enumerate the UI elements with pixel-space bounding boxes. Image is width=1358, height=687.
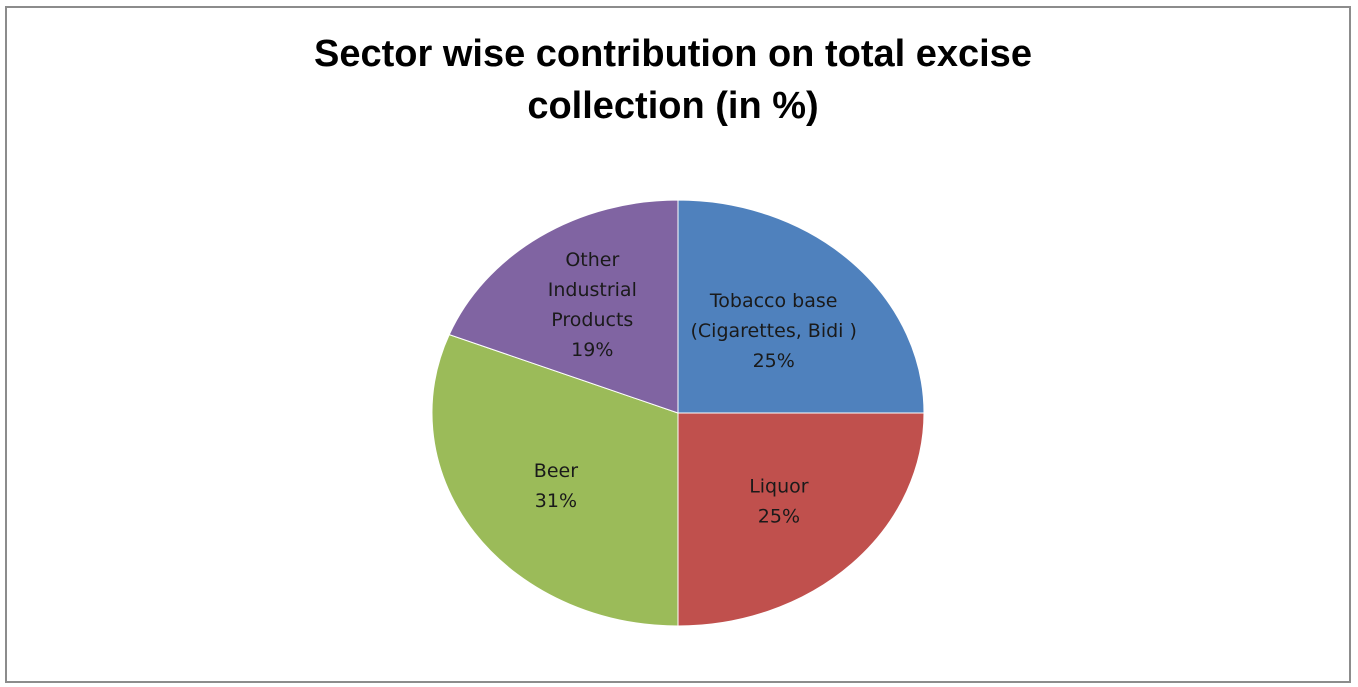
chart-title: Sector wise contribution on total excise… [0, 28, 1346, 132]
pie-slice-label-line: Liquor [749, 475, 809, 497]
pie-slice-label-1: Liquor 25% [749, 475, 809, 527]
pie-slice-label-line: Other [565, 249, 619, 271]
pie-slice-label-line: Tobacco base [709, 290, 838, 312]
pie-slice-label-line: Products [551, 309, 633, 331]
pie-slice-value: 19% [571, 339, 613, 361]
pie-slice-label-3: Other Industrial Products 19% [548, 249, 637, 361]
pie-slice-label-line: Industrial [548, 279, 637, 301]
pie-slice-label-line: (Cigarettes, Bidi ) [690, 320, 856, 342]
pie-slice-2 [431, 333, 679, 627]
pie-slices [431, 199, 925, 627]
pie-slice-value: 31% [535, 490, 577, 512]
chart-title-line-2: collection (in %) [527, 85, 819, 127]
pie-slice-3 [448, 199, 679, 414]
pie-slice-1 [677, 412, 925, 627]
pie-slice-label-2: Beer 31% [534, 460, 578, 512]
pie-slice-label-0: Tobacco base (Cigarettes, Bidi ) 25% [690, 290, 856, 372]
pie-slice-value: 25% [758, 505, 800, 527]
pie-slice-0 [677, 199, 925, 414]
pie-slice-value: 25% [753, 350, 795, 372]
chart-title-line-1: Sector wise contribution on total excise [314, 33, 1032, 75]
pie-slice-label-line: Beer [534, 460, 578, 482]
pie-labels: Tobacco base (Cigarettes, Bidi ) 25%Liquor… [534, 249, 857, 528]
